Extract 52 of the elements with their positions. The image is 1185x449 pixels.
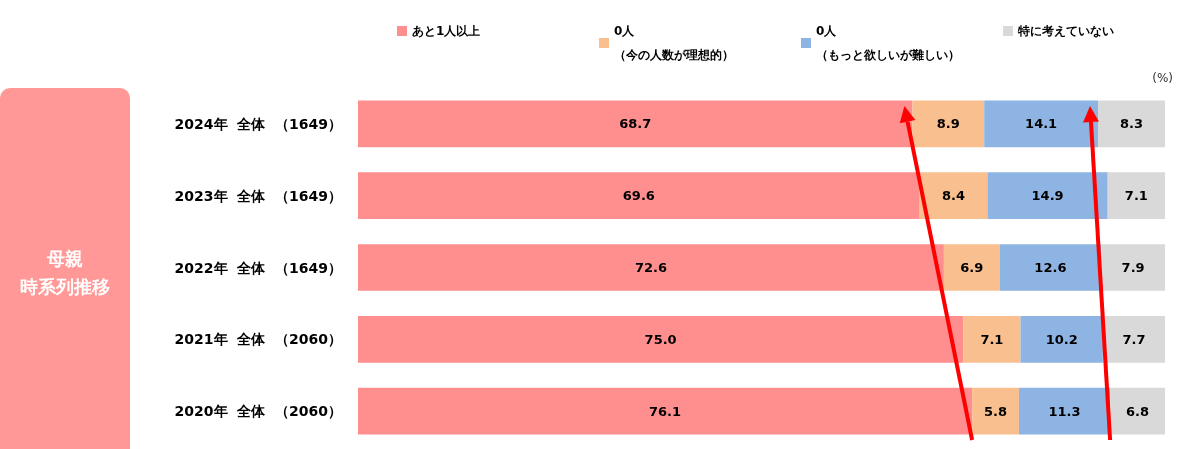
bar xyxy=(1101,244,1165,291)
data-label: 12.6 xyxy=(1034,260,1067,275)
bar xyxy=(919,172,988,220)
bar xyxy=(1102,315,1165,363)
data-label: 7.1 xyxy=(980,331,1004,347)
legend-label: 特に考えていない xyxy=(1017,24,1114,38)
y-tick-label: 2022年 全体 （1649） xyxy=(174,259,342,276)
bar xyxy=(1020,315,1103,363)
data-label: 14.9 xyxy=(1031,188,1064,204)
data-label: 7.1 xyxy=(1124,188,1148,204)
bar xyxy=(943,244,1000,291)
bar xyxy=(358,100,913,148)
text: (%) xyxy=(1152,71,1173,85)
data-label: 75.0 xyxy=(644,331,677,347)
bar xyxy=(1110,387,1165,435)
text: 時系列推移 xyxy=(20,275,110,297)
data-label: 8.4 xyxy=(942,188,966,204)
data-label: 14.1 xyxy=(1025,116,1058,132)
data-label: 7.9 xyxy=(1121,260,1145,275)
data-label: 7.7 xyxy=(1122,331,1146,347)
data-label: 68.7 xyxy=(619,116,652,132)
bar xyxy=(358,244,944,291)
data-label: 11.3 xyxy=(1048,403,1081,419)
bar xyxy=(1107,172,1165,220)
data-label: 8.9 xyxy=(936,116,960,132)
bar xyxy=(358,387,973,435)
data-label: 5.8 xyxy=(984,403,1008,419)
bar xyxy=(963,315,1021,363)
y-tick-label: 2020年 全体 （2060） xyxy=(174,403,342,420)
bar xyxy=(1018,387,1111,435)
text: 母親 xyxy=(46,247,83,269)
bar xyxy=(358,172,920,220)
data-label: 6.9 xyxy=(960,260,984,275)
y-tick-label: 2024年 全体 （1649） xyxy=(174,115,342,132)
data-label: 6.8 xyxy=(1126,403,1150,419)
y-tick-label: 2021年 全体 （2060） xyxy=(174,331,342,348)
legend-label: 0人（もっと欲しいが難しい） xyxy=(816,24,960,62)
bar xyxy=(972,387,1019,435)
bar xyxy=(912,100,985,148)
data-label: 72.6 xyxy=(634,260,667,275)
data-label: 10.2 xyxy=(1045,331,1078,347)
bar xyxy=(984,100,1099,148)
bar xyxy=(1098,100,1165,148)
data-label: 76.1 xyxy=(649,403,682,419)
legend-label: 0人（今の人数が理想的） xyxy=(614,24,734,62)
bar xyxy=(987,172,1108,220)
data-label: 8.3 xyxy=(1119,116,1144,132)
bar xyxy=(999,244,1102,291)
bar xyxy=(358,315,964,363)
legend-label: あと1人以上 xyxy=(412,24,481,38)
data-label: 69.6 xyxy=(622,188,655,204)
y-tick-label: 2023年 全体 （1649） xyxy=(174,187,342,204)
